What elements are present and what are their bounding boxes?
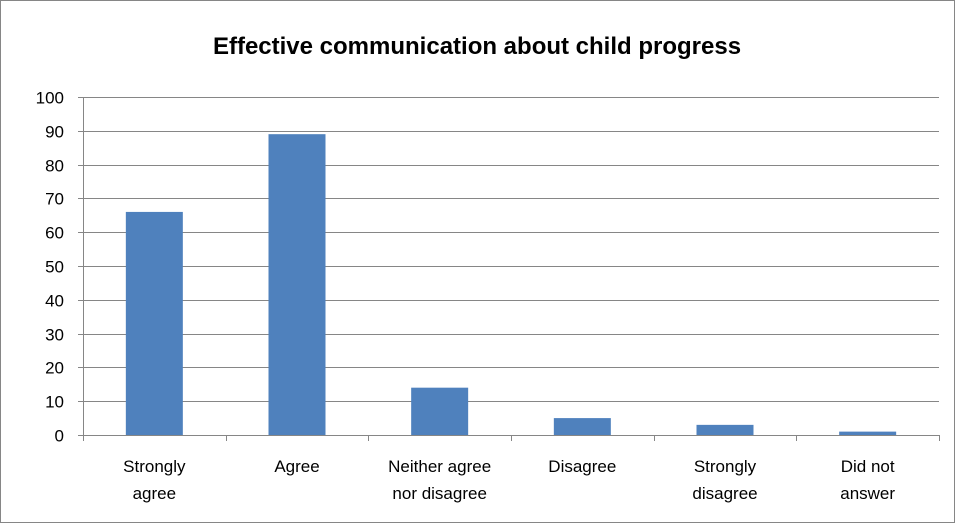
y-tick-label: 100 (36, 89, 64, 108)
y-tick-label: 20 (45, 359, 64, 378)
y-tick-label: 10 (45, 393, 64, 412)
x-category-label-line: Did not (841, 457, 895, 476)
y-tick-label: 60 (45, 224, 64, 243)
x-category-label-line: Neither agree (388, 457, 491, 476)
bars (125, 134, 897, 435)
bar (839, 431, 897, 435)
bar (268, 134, 326, 435)
x-category-label-line: disagree (692, 484, 757, 503)
chart-title: Effective communication about child prog… (213, 33, 741, 60)
y-tick-labels: 0 10 20 30 40 50 60 70 80 90 100 (36, 89, 64, 446)
y-tick-label: 70 (45, 190, 64, 209)
x-category-label: Agree (274, 457, 319, 476)
bar (696, 424, 754, 435)
axes (83, 97, 940, 441)
x-category-label-line: nor disagree (392, 484, 487, 503)
x-category-label-line: Strongly (694, 457, 757, 476)
x-category-label: Strongly disagree (692, 457, 757, 503)
y-tick-label: 30 (45, 326, 64, 345)
x-category-label: Strongly agree (123, 457, 186, 503)
x-category-label-line: answer (840, 484, 895, 503)
x-category-label-line: Disagree (548, 457, 616, 476)
bar (411, 387, 469, 435)
x-category-label-line: agree (133, 484, 176, 503)
x-category-label: Neither agree nor disagree (388, 457, 491, 503)
x-category-labels: Strongly agree Agree Neither agree nor disag… (123, 457, 895, 503)
y-tick-label: 0 (55, 427, 64, 446)
x-category-label-line: Strongly (123, 457, 186, 476)
bar (125, 211, 183, 435)
x-category-label: Did not answer (840, 457, 895, 503)
y-tick-label: 90 (45, 123, 64, 142)
x-category-label: Disagree (548, 457, 616, 476)
gridlines (78, 97, 939, 436)
x-category-label-line: Agree (274, 457, 319, 476)
y-tick-label: 80 (45, 157, 64, 176)
bar (553, 418, 611, 435)
y-tick-label: 40 (45, 292, 64, 311)
y-tick-label: 50 (45, 258, 64, 277)
